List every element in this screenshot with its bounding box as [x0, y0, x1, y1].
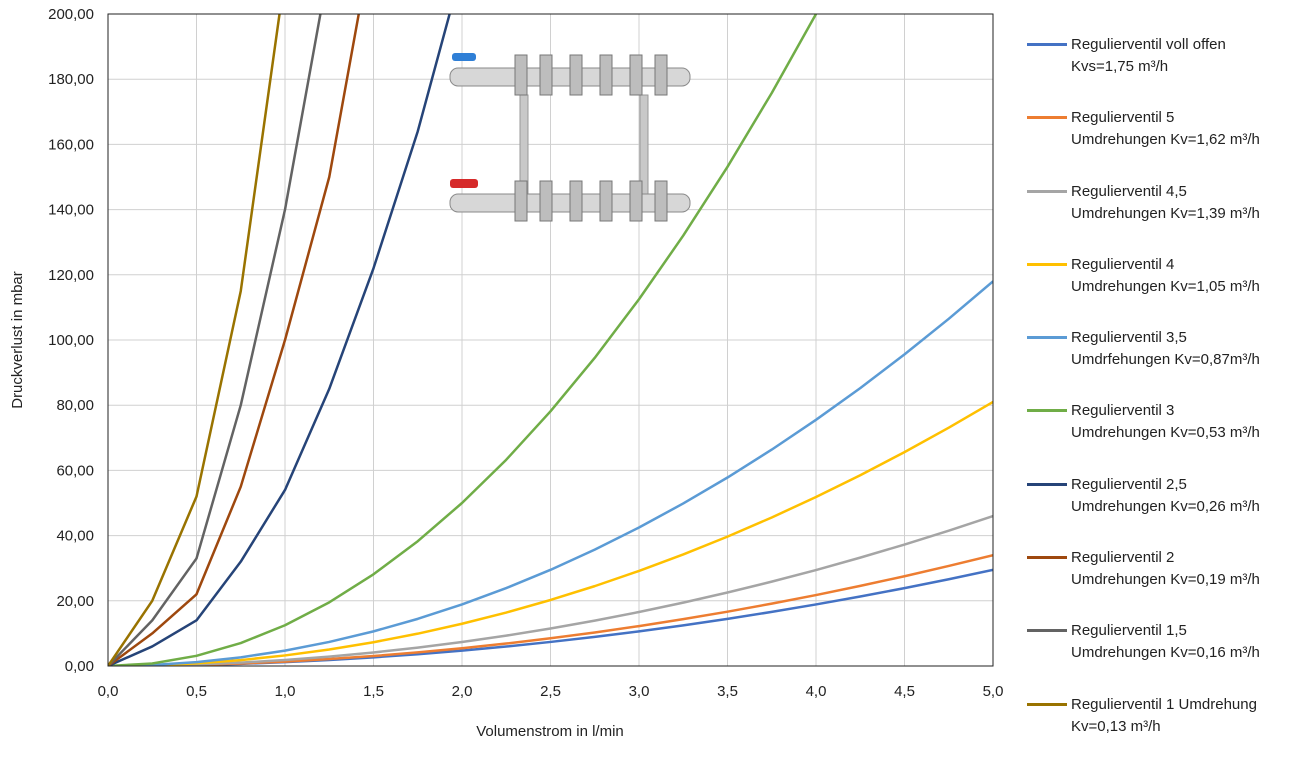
y-tick-label: 120,00: [48, 267, 94, 284]
y-tick-label: 80,00: [56, 397, 94, 414]
legend-label: Regulierventil 3,5 Umdrfehungen Kv=0,87m…: [1071, 329, 1260, 369]
x-tick-label: 4,5: [894, 683, 915, 700]
legend-entry: Regulierventil voll offen Kvs=1,75 m³/h: [1027, 34, 1299, 107]
plot-frame: [107, 13, 994, 667]
grid: [107, 13, 994, 667]
legend-entry: Regulierventil 4 Umdrehungen Kv=1,05 m³/…: [1027, 254, 1299, 327]
y-tick-label: 100,00: [48, 332, 94, 349]
x-tick-label: 2,5: [540, 683, 561, 700]
series-line: [108, 14, 322, 666]
legend-label: Regulierventil 5 Umdrehungen Kv=1,62 m³/…: [1071, 109, 1260, 149]
legend-label: Regulierventil 1 Umdrehung Kv=0,13 m³/h: [1071, 695, 1257, 735]
y-tick-label: 60,00: [56, 462, 94, 479]
legend-entry: Regulierventil 1 Umdrehung Kv=0,13 m³/h: [1027, 694, 1299, 767]
y-axis-title: Druckverlust in mbar: [9, 271, 26, 409]
legend-swatch: [1027, 629, 1067, 633]
legend-swatch: [1027, 702, 1067, 706]
x-tick-label: 0,0: [98, 683, 119, 700]
x-axis-title: Volumenstrom in l/min: [476, 723, 624, 740]
y-tick-label: 180,00: [48, 71, 94, 88]
y-tick-label: 200,00: [48, 6, 94, 23]
x-tick-label: 1,5: [363, 683, 384, 700]
x-tick-label: 0,5: [186, 683, 207, 700]
x-tick-label: 2,0: [452, 683, 473, 700]
legend-entry: Regulierventil 2 Umdrehungen Kv=0,19 m³/…: [1027, 547, 1299, 620]
x-tick-label: 3,5: [717, 683, 738, 700]
series-line: [108, 280, 993, 666]
legend-swatch: [1027, 556, 1067, 560]
series-line: [108, 14, 361, 666]
legend-label: Regulierventil 1,5 Umdrehungen Kv=0,16 m…: [1071, 622, 1260, 662]
legend-label: Regulierventil 2 Umdrehungen Kv=0,19 m³/…: [1071, 549, 1260, 589]
y-tick-label: 0,00: [65, 658, 94, 675]
legend-label: Regulierventil voll offen Kvs=1,75 m³/h: [1071, 36, 1226, 75]
legend-swatch: [1027, 262, 1067, 266]
legend-swatch: [1027, 336, 1067, 340]
series-line: [108, 514, 993, 666]
legend-entry: Regulierventil 3 Umdrehungen Kv=0,53 m³/…: [1027, 400, 1299, 473]
legend-label: Regulierventil 3 Umdrehungen Kv=0,53 m³/…: [1071, 402, 1260, 442]
y-tick-label: 20,00: [56, 593, 94, 610]
legend-entry: Regulierventil 4,5 Umdrehungen Kv=1,39 m…: [1027, 181, 1299, 254]
legend-label: Regulierventil 4,5 Umdrehungen Kv=1,39 m…: [1071, 182, 1260, 222]
legend-swatch: [1027, 116, 1067, 120]
legend-entry: Regulierventil 1,5 Umdrehungen Kv=0,16 m…: [1027, 620, 1299, 693]
x-tick-label: 5,0: [983, 683, 1004, 700]
series-line: [108, 14, 451, 666]
lines: [108, 14, 993, 666]
legend: Regulierventil voll offen Kvs=1,75 m³/h R…: [1027, 34, 1299, 767]
y-tick-label: 140,00: [48, 202, 94, 219]
series-line: [108, 14, 818, 666]
series-line: [108, 400, 993, 666]
y-tick-label: 40,00: [56, 528, 94, 545]
page: {"chart_data": {"type": "line", "x_label…: [9, 6, 1260, 740]
legend-entry: Regulierventil 3,5 Umdrfehungen Kv=0,87m…: [1027, 327, 1299, 400]
legend-swatch: [1027, 482, 1067, 486]
manifold-illustration: [449, 53, 691, 222]
x-tick-label: 1,0: [275, 683, 296, 700]
y-tick-label: 160,00: [48, 136, 94, 153]
legend-label: Regulierventil 4 Umdrehungen Kv=1,05 m³/…: [1071, 255, 1260, 295]
legend-label: Regulierventil 2,5 Umdrehungen Kv=0,26 m…: [1071, 475, 1260, 515]
chart: Volumenstrom in l/min Druckverlust in mb…: [9, 6, 1004, 740]
series-line: [108, 14, 281, 666]
legend-swatch: [1027, 189, 1067, 193]
legend-entry: Regulierventil 5 Umdrehungen Kv=1,62 m³/…: [1027, 107, 1299, 180]
x-tick-label: 4,0: [806, 683, 827, 700]
legend-entry: Regulierventil 2,5 Umdrehungen Kv=0,26 m…: [1027, 474, 1299, 547]
x-tick-label: 3,0: [629, 683, 650, 700]
legend-swatch: [1027, 409, 1067, 413]
legend-swatch: [1027, 43, 1067, 46]
